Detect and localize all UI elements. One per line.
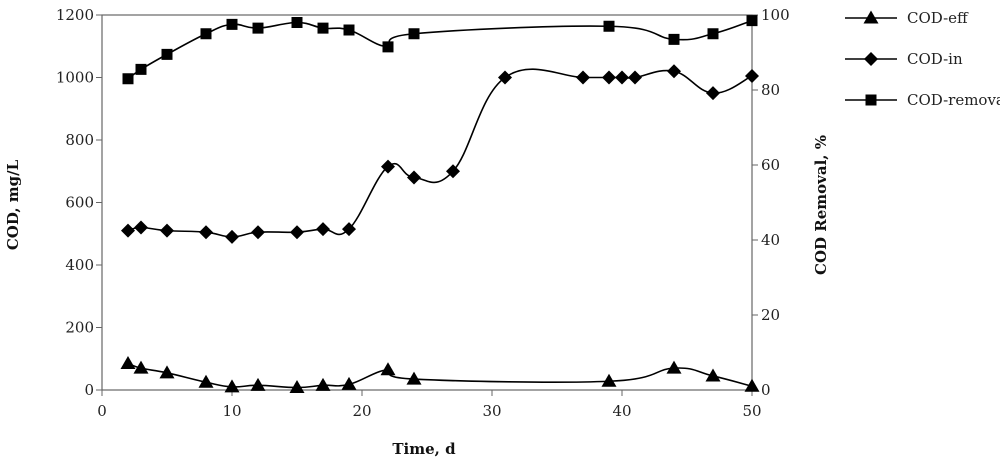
y-tick-label: 400 [65, 256, 94, 274]
data-point-cod-eff [744, 378, 760, 392]
x-axis-title: Time, d [392, 440, 456, 458]
data-point-cod-in [316, 222, 330, 237]
data-point-cod-removal [668, 33, 680, 45]
y2-tick-label: 40 [761, 231, 780, 249]
series-cod-eff [120, 355, 760, 393]
legend-item-cod-removal: COD-removal [845, 91, 1000, 109]
y-tick-label: 600 [65, 194, 94, 212]
data-point-cod-removal [135, 63, 147, 75]
data-point-cod-in [446, 164, 460, 179]
data-point-cod-eff [198, 374, 214, 388]
y2-tick-label: 60 [761, 156, 780, 174]
right-axis-ticks: 0 20 40 60 80 100 [752, 6, 790, 399]
plot-border [101, 14, 753, 391]
legend: COD-eff COD-in COD-removal [845, 9, 1000, 109]
data-point-cod-in [615, 70, 629, 85]
data-point-cod-removal [317, 22, 329, 34]
data-point-cod-removal [343, 24, 355, 36]
y2-tick-label: 0 [761, 381, 771, 399]
x-axis-ticks: 0 10 20 30 40 50 [97, 390, 762, 420]
series-line-cod-eff [127, 362, 753, 389]
data-point-cod-eff [705, 368, 721, 382]
series-cod-in [121, 64, 759, 244]
y-tick-label: 800 [65, 131, 94, 149]
data-point-cod-in [381, 159, 395, 174]
data-point-cod-in [342, 222, 356, 237]
data-point-cod-removal [746, 15, 758, 27]
series-line-cod-removal [127, 19, 753, 80]
y2-tick-label: 20 [761, 306, 780, 324]
y2-axis-title: COD Removal, % [812, 135, 830, 275]
series-cod-removal [122, 15, 758, 85]
legend-marker-cod-eff [863, 10, 879, 24]
data-point-cod-eff [341, 376, 357, 390]
y-tick-label: 1200 [56, 6, 94, 24]
series-layer [120, 15, 760, 393]
data-point-cod-eff [224, 379, 240, 393]
data-point-cod-in [225, 229, 239, 244]
data-point-cod-eff [250, 377, 266, 391]
data-point-cod-removal [707, 28, 719, 40]
data-point-cod-eff [406, 371, 422, 385]
y-tick-label: 1000 [56, 69, 94, 87]
data-point-cod-in [407, 170, 421, 185]
x-tick-label: 30 [482, 402, 501, 420]
data-point-cod-eff [601, 373, 617, 387]
x-tick-label: 20 [352, 402, 371, 420]
series-line-cod-in [127, 68, 753, 238]
legend-marker-cod-in [864, 52, 878, 66]
legend-item-cod-eff: COD-eff [845, 9, 969, 27]
data-point-cod-in [576, 70, 590, 85]
data-point-cod-removal [252, 22, 264, 34]
data-point-cod-in [628, 70, 642, 85]
y-axis-title: COD, mg/L [4, 159, 22, 250]
data-point-cod-in [667, 64, 681, 79]
y2-tick-label: 80 [761, 81, 780, 99]
data-point-cod-in [134, 220, 148, 235]
data-point-cod-eff [315, 377, 331, 391]
data-point-cod-in [160, 223, 174, 238]
data-point-cod-removal [603, 20, 615, 32]
data-point-cod-in [121, 223, 135, 238]
data-point-cod-eff [666, 360, 682, 374]
y2-tick-label: 100 [761, 6, 790, 24]
data-point-cod-removal [382, 41, 394, 53]
data-point-cod-in [498, 70, 512, 85]
left-axis-ticks: 0 200 400 600 800 1000 1200 [56, 6, 102, 399]
data-point-cod-removal [200, 28, 212, 40]
legend-label: COD-in [907, 50, 963, 68]
x-tick-label: 10 [222, 402, 241, 420]
data-point-cod-eff [380, 362, 396, 376]
legend-label: COD-removal [907, 91, 1000, 109]
data-point-cod-removal [408, 28, 420, 40]
x-tick-label: 0 [97, 402, 107, 420]
data-point-cod-removal [122, 73, 134, 85]
data-point-cod-eff [159, 365, 175, 379]
data-point-cod-removal [226, 18, 238, 30]
data-point-cod-eff [289, 380, 305, 393]
data-point-cod-in [251, 225, 265, 240]
data-point-cod-in [199, 225, 213, 240]
x-tick-label: 50 [742, 402, 761, 420]
data-point-cod-removal [291, 17, 303, 28]
y-tick-label: 200 [65, 319, 94, 337]
legend-item-cod-in: COD-in [845, 50, 963, 68]
x-tick-label: 40 [612, 402, 631, 420]
data-point-cod-eff [120, 355, 136, 369]
y-tick-label: 0 [84, 381, 94, 399]
legend-marker-cod-removal [865, 94, 877, 106]
data-point-cod-in [745, 68, 759, 83]
data-point-cod-eff [133, 360, 149, 374]
data-point-cod-removal [161, 48, 173, 60]
legend-label: COD-eff [907, 9, 969, 27]
data-point-cod-in [290, 225, 304, 240]
plot-area [101, 14, 753, 391]
data-point-cod-in [706, 86, 720, 101]
data-point-cod-in [602, 70, 616, 85]
